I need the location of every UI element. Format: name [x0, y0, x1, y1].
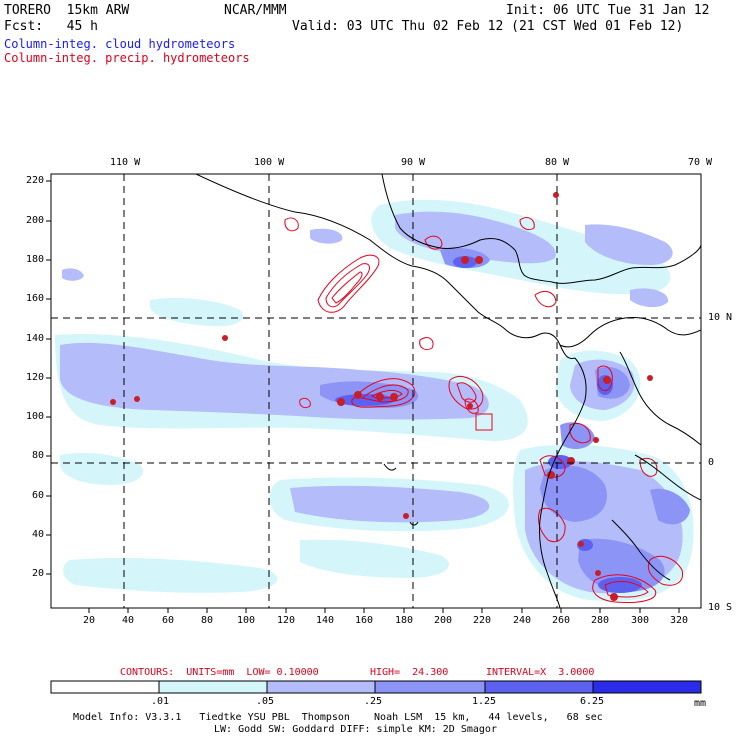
colorbar [50, 680, 702, 694]
x-tick-label: 20 [83, 615, 96, 626]
y-tick-label: 60 [32, 490, 45, 501]
y-tick-label: 40 [32, 529, 45, 540]
model-info-line2: LW: Godd SW: Goddard DIFF: simple KM: 2D… [214, 724, 497, 735]
precip-box [475, 413, 493, 431]
x-tick-label: 60 [162, 615, 175, 626]
x-tick-label: 160 [355, 615, 374, 626]
lon-label-110w: 110 W [110, 157, 141, 168]
x-tick-label: 300 [631, 615, 650, 626]
x-tick-label: 100 [237, 615, 256, 626]
contour-interval: INTERVAL=X 3.0000 [486, 667, 595, 678]
contour-high: HIGH= 24.300 [370, 667, 449, 678]
colorbar-tick: .01 [151, 696, 170, 707]
lat-label-10s: 10 S [708, 602, 733, 613]
y-tick-label: 20 [32, 568, 45, 579]
x-tick-label: 320 [670, 615, 689, 626]
model-info-line1: Model Info: V3.3.1 Tiedtke YSU PBL Thomp… [73, 712, 603, 723]
colorbar-bin-4 [484, 680, 594, 694]
x-tick-label: 180 [395, 615, 414, 626]
colorbar-tick: .05 [256, 696, 275, 707]
colorbar-bin-1 [158, 680, 268, 694]
init-time: Init: 06 UTC Tue 31 Jan 12 [506, 3, 710, 18]
model-title: TORERO 15km ARW [4, 3, 130, 18]
colorbar-tick: 6.25 [580, 696, 605, 707]
x-tick-label: 120 [277, 615, 296, 626]
lon-label-90w: 90 W [401, 157, 426, 168]
y-tick-label: 220 [26, 175, 45, 186]
y-tick-label: 160 [26, 293, 45, 304]
valid-time: Valid: 03 UTC Thu 02 Feb 12 (21 CST Wed … [292, 19, 684, 34]
x-tick-label: 260 [552, 615, 571, 626]
y-tick-label: 200 [26, 215, 45, 226]
organization-label: NCAR/MMM [224, 3, 287, 18]
y-tick-label: 180 [26, 254, 45, 265]
y-tick-label: 120 [26, 372, 45, 383]
colorbar-unit: mm [694, 698, 707, 709]
precip-contours [284, 217, 684, 603]
field-label-cloud: Column-integ. cloud hydrometeors [4, 37, 236, 51]
colorbar-tick: 1.25 [472, 696, 497, 707]
y-tick-label: 100 [26, 411, 45, 422]
colorbar-bin-5 [592, 680, 702, 694]
lat-label-0: 0 [708, 457, 715, 468]
lon-label-100w: 100 W [254, 157, 285, 168]
colorbar-bin-2 [266, 680, 376, 694]
x-tick-label: 220 [473, 615, 492, 626]
lat-lon-grid [51, 174, 701, 608]
x-tick-label: 40 [122, 615, 135, 626]
lat-label-10n: 10 N [708, 312, 733, 323]
x-tick-label: 280 [591, 615, 610, 626]
lon-label-70w: 70 W [688, 157, 713, 168]
x-tick-label: 240 [513, 615, 532, 626]
y-tick-label: 80 [32, 450, 45, 461]
y-tick-label: 140 [26, 333, 45, 344]
map-frame [50, 173, 702, 609]
x-tick-label: 80 [201, 615, 214, 626]
coastlines [195, 174, 701, 608]
colorbar-bin-3 [374, 680, 486, 694]
lon-label-80w: 80 W [545, 157, 570, 168]
colorbar-tick: .25 [364, 696, 383, 707]
field-label-precip: Column-integ. precip. hydrometeors [4, 51, 250, 65]
x-tick-label: 200 [434, 615, 453, 626]
contour-units: CONTOURS: UNITS=mm LOW= 0.10000 [120, 667, 319, 678]
colorbar-bin-0 [50, 680, 160, 694]
x-tick-label: 140 [316, 615, 335, 626]
forecast-hour: Fcst: 45 h [4, 19, 98, 34]
axis-ticks [46, 180, 680, 613]
